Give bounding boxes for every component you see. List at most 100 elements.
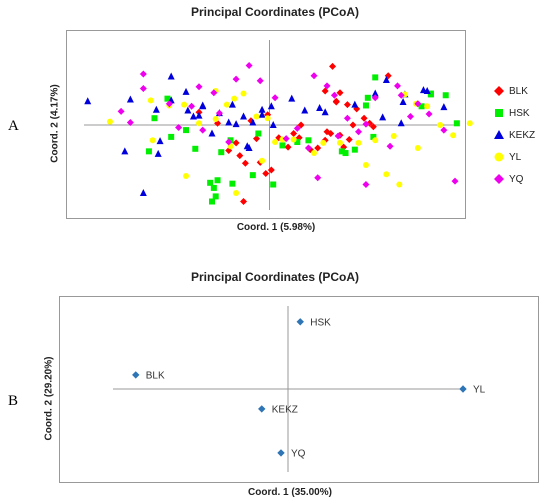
data-point-kekz xyxy=(228,100,236,108)
data-point-kekz xyxy=(371,89,379,97)
data-point-kekz xyxy=(419,86,427,94)
data-point-hsk xyxy=(208,198,215,205)
chart-a-title: Principal Coordinates (PCoA) xyxy=(190,5,360,19)
data-point-yl xyxy=(459,385,467,393)
data-point-yl xyxy=(233,190,240,196)
data-point-yl xyxy=(383,171,390,178)
data-point-yq xyxy=(386,142,394,150)
data-point-kekz xyxy=(154,149,162,157)
data-point-kekz xyxy=(321,108,329,116)
data-point-yq xyxy=(314,174,322,182)
data-point-blk xyxy=(232,139,240,147)
data-point-hsk xyxy=(338,148,345,155)
legend-label-yl: YL xyxy=(509,151,522,163)
data-point-hsk xyxy=(370,133,377,140)
data-point-hsk xyxy=(442,92,449,99)
data-point-blk xyxy=(323,128,331,136)
data-point-yq xyxy=(126,118,134,126)
data-point-kekz xyxy=(232,120,240,128)
data-point-yl xyxy=(396,181,403,188)
data-point-blk xyxy=(349,121,357,129)
data-point-hsk xyxy=(229,180,236,187)
data-point-kekz xyxy=(351,100,359,108)
data-point-kekz xyxy=(189,112,197,120)
data-point-yq xyxy=(362,120,370,128)
data-point-yq xyxy=(271,94,279,102)
legend-item-kekz: KEKZ xyxy=(494,124,535,146)
data-point-yl xyxy=(290,136,297,143)
data-point-kekz xyxy=(288,94,296,102)
data-point-kekz xyxy=(139,189,147,196)
legend-item-blk: BLK xyxy=(494,80,535,102)
data-point-yl xyxy=(147,97,154,104)
data-point-yq xyxy=(451,177,459,185)
point-label-kekz: KEKZ xyxy=(272,404,298,415)
data-point-yl xyxy=(320,139,327,146)
data-point-yq xyxy=(310,72,318,80)
data-point-hsk xyxy=(364,94,371,101)
data-point-yl xyxy=(149,137,156,144)
data-point-blk xyxy=(267,166,275,174)
data-point-kekz xyxy=(126,95,134,103)
point-label-yl: YL xyxy=(473,385,486,396)
data-point-blk xyxy=(290,130,298,137)
data-point-kekz xyxy=(182,87,190,95)
data-point-hsk xyxy=(168,133,175,140)
data-point-blk xyxy=(132,371,140,379)
data-point-hsk xyxy=(418,103,425,110)
data-point-yq xyxy=(139,70,147,78)
data-point-blk xyxy=(241,159,249,167)
data-point-blk xyxy=(360,114,368,122)
data-point-hsk xyxy=(210,184,217,191)
data-point-yl xyxy=(240,90,247,97)
legend-circle-yellow-icon xyxy=(494,152,504,162)
data-point-hsk xyxy=(212,193,219,200)
legend-square-green-icon xyxy=(495,109,503,117)
data-point-yq xyxy=(245,62,253,69)
panel-a-label: A xyxy=(8,118,19,134)
data-point-hsk xyxy=(207,179,214,186)
data-point-blk xyxy=(253,135,261,143)
data-point-yq xyxy=(215,109,223,117)
chart-b-xlabel: Coord. 1 (35.00%) xyxy=(248,487,332,498)
data-point-yl xyxy=(362,161,369,168)
data-point-yq xyxy=(199,126,207,134)
data-point-blk xyxy=(369,123,377,131)
data-point-yl xyxy=(259,157,266,164)
legend-item-hsk: HSK xyxy=(494,102,535,124)
data-point-yl xyxy=(212,116,219,123)
data-point-yq xyxy=(362,181,370,188)
data-point-yq xyxy=(414,100,422,108)
data-point-hsk xyxy=(164,95,171,102)
data-point-blk xyxy=(336,89,344,97)
data-point-yl xyxy=(223,101,230,108)
data-point-yl xyxy=(355,139,362,146)
data-point-kekz xyxy=(243,142,251,150)
data-point-hsk xyxy=(279,142,286,149)
data-point-kekz xyxy=(225,118,233,126)
data-point-kekz xyxy=(382,75,390,83)
chart-b-title: Principal Coordinates (PCoA) xyxy=(190,270,360,284)
data-point-yl xyxy=(466,120,473,127)
data-point-kekz xyxy=(240,112,248,120)
data-point-yq xyxy=(195,83,203,91)
data-point-yl xyxy=(183,173,190,179)
data-point-hsk xyxy=(249,172,256,179)
data-point-hsk xyxy=(372,74,379,81)
panel-b-label: B xyxy=(8,393,19,409)
legend-triangle-blue-icon xyxy=(494,130,504,139)
data-point-yq xyxy=(293,124,301,132)
data-point-yq xyxy=(425,110,433,118)
data-point-kekz xyxy=(316,104,324,111)
data-point-yq xyxy=(406,113,414,120)
data-point-kekz xyxy=(269,121,277,128)
point-label-yq: YQ xyxy=(291,448,306,459)
data-point-kekz xyxy=(258,105,266,113)
data-point-yl xyxy=(253,113,260,120)
data-point-kekz xyxy=(301,106,309,114)
data-point-yl xyxy=(272,139,279,145)
data-point-kekz xyxy=(121,147,129,155)
data-point-hsk xyxy=(270,181,277,188)
legend-diamond-red-icon xyxy=(494,86,504,96)
